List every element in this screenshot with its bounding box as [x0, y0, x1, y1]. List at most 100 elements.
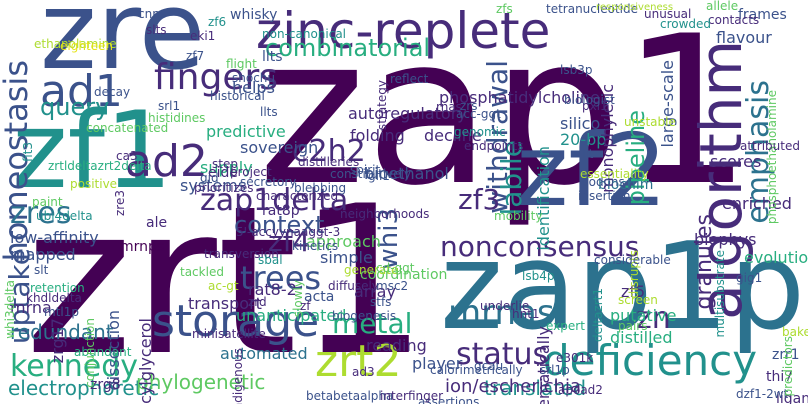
word-cloud-word: unstable	[624, 115, 676, 129]
word-cloud-word: slt	[34, 263, 49, 277]
word-cloud-word: distilleries	[298, 155, 360, 169]
word-cloud-word: contacts	[708, 13, 760, 27]
word-cloud-word: electrophoretic	[8, 376, 160, 400]
word-cloud-word: putative	[610, 306, 677, 325]
word-cloud-word: stfs	[370, 295, 392, 309]
word-cloud-word: crowded	[660, 17, 712, 31]
word-cloud-word: zrr1	[772, 347, 800, 363]
word-cloud-word: bioethanol	[364, 164, 449, 183]
word-cloud-word: biogenesis	[332, 309, 397, 323]
word-cloud-word: betabetaalpha	[306, 389, 394, 403]
word-cloud-word: storage	[152, 296, 320, 347]
word-cloud-word: apoad2	[558, 383, 603, 397]
word-cloud-word: unusual	[644, 7, 692, 21]
word-cloud-word: screen	[618, 293, 658, 307]
word-cloud-word: evolutionary	[744, 248, 808, 267]
word-cloud-word: autoregulatory	[348, 104, 467, 123]
word-cloud-word: blebbing	[294, 181, 347, 195]
word-cloud-word: kennedy	[10, 349, 139, 384]
word-cloud-word: dzf1-2wt	[736, 387, 789, 401]
word-cloud-word: hnt1	[512, 307, 540, 321]
word-cloud-word: nonconsensus	[440, 230, 640, 263]
word-cloud-word: zinc-replete	[256, 2, 551, 60]
word-cloud-word: ad1	[40, 66, 123, 117]
word-cloud-word: rnas	[436, 100, 462, 114]
word-cloud-word: zap1delta	[200, 183, 349, 218]
word-cloud-word: attributed	[740, 139, 800, 153]
word-cloud-word: zre3	[113, 190, 127, 216]
word-cloud-word: rat8p	[262, 203, 300, 219]
word-cloud-word: shochu	[232, 71, 276, 85]
word-cloud-word: zrg17	[48, 318, 67, 364]
word-cloud-word: tetranucleotide	[546, 2, 638, 16]
word-cloud-word: frames	[738, 7, 787, 23]
word-cloud-word: ad2	[125, 136, 208, 187]
word-cloud-word: ligands	[776, 391, 808, 404]
word-cloud-word: deficiency	[543, 336, 758, 385]
word-cloud-word: thi7	[766, 369, 794, 385]
word-cloud-word: 5'-accyynaaggt-3	[236, 225, 341, 239]
word-cloud-word: player	[412, 354, 463, 373]
word-cloud-word: eki1	[190, 29, 216, 43]
word-cloud-word: interfinger	[380, 389, 444, 403]
word-cloud-word: fit3	[21, 142, 35, 162]
word-cloud-word: responsiveness	[596, 2, 674, 13]
word-cloud-word: zf6	[208, 15, 227, 29]
word-cloud-word: conjunction	[83, 318, 97, 388]
word-cloud-word: reading	[366, 336, 427, 355]
word-cloud-word: ad3	[352, 365, 375, 379]
word-cloud-word: step	[212, 157, 238, 171]
word-cloud-word: whi3delta	[3, 280, 17, 339]
word-cloud-word: mobility	[494, 209, 543, 223]
word-cloud-word: zf1	[12, 89, 173, 212]
word-cloud-word: zrd	[248, 295, 267, 309]
word-cloud-word: coordination	[360, 267, 448, 283]
word-cloud-word: paint	[32, 195, 63, 209]
word-cloud-word: indigenous	[231, 348, 245, 404]
word-cloud-word: sbal	[258, 253, 283, 267]
word-cloud-word: combinatorial	[265, 34, 431, 62]
word-cloud-word: zf2	[516, 112, 668, 229]
word-cloud-word: reflect	[390, 72, 429, 86]
word-cloud-word: srl1p	[540, 363, 570, 377]
word-cloud-word: pairs	[618, 319, 648, 333]
word-cloud-word: zrtldeltazrt2delta	[48, 159, 152, 173]
word-cloud-word: characterized	[256, 189, 339, 203]
word-cloud-word: distilled	[610, 328, 673, 347]
word-cloud-word: decline	[424, 126, 482, 145]
word-cloud-word: flight	[226, 57, 257, 71]
word-cloud-word: genomic	[454, 125, 506, 139]
word-cloud-word: historical	[210, 89, 265, 103]
word-cloud-word: eighteen	[60, 39, 114, 53]
word-cloud-word: redundant	[10, 320, 114, 344]
word-cloud-word: kinetics	[292, 239, 339, 253]
word-cloud-word: llts	[262, 49, 283, 65]
word-cloud-word: gli1	[368, 169, 390, 183]
word-cloud-word: query	[40, 93, 110, 121]
word-cloud-word: zres	[10, 196, 72, 231]
word-cloud-word: helps	[232, 78, 275, 97]
word-cloud-word: mrna	[10, 298, 52, 317]
word-cloud-word: zap1p	[440, 218, 806, 357]
word-cloud-word: simple	[320, 248, 373, 267]
word-cloud-word: predictors	[781, 336, 795, 397]
word-cloud-word: zap1	[258, 0, 752, 231]
word-cloud-word: multisubstrate	[713, 250, 727, 338]
word-cloud-word: ethanolamine	[34, 37, 117, 51]
word-cloud-word: e301k	[556, 351, 594, 365]
word-cloud-word: trees	[240, 259, 322, 297]
word-cloud-word: enriched	[722, 194, 792, 213]
word-cloud-word: endpoints	[464, 139, 524, 153]
word-cloud-word: pxl1	[582, 99, 608, 113]
word-cloud-word: phosphatidylcholine	[439, 88, 600, 107]
word-cloud-word: zrt2	[315, 336, 402, 387]
word-cloud-word: gid	[200, 171, 219, 185]
word-cloud-word: allele	[706, 0, 739, 13]
word-cloud-word: biochim	[598, 177, 654, 193]
word-cloud-word: whisky	[230, 7, 278, 23]
word-cloud-word: gcau	[474, 359, 504, 373]
word-cloud-word: zf5	[621, 282, 646, 301]
word-cloud-word: eide	[208, 165, 239, 181]
word-cloud-word: metal	[332, 307, 413, 340]
